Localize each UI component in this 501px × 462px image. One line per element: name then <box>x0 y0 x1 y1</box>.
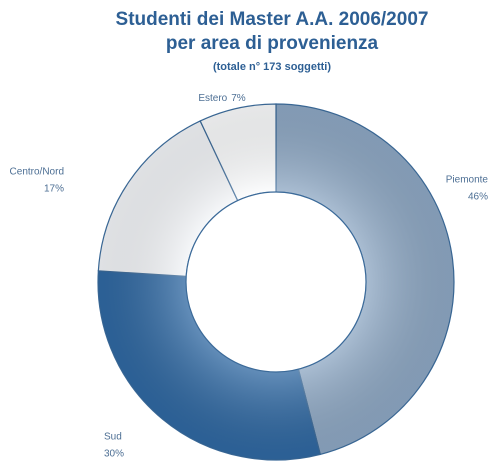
value-label: 7% <box>231 93 246 104</box>
category-label: Piemonte <box>446 175 489 186</box>
chart-title: Studenti dei Master A.A. 2006/2007 <box>116 9 429 30</box>
value-label: 17% <box>44 184 64 195</box>
value-label: 30% <box>104 449 124 460</box>
chart-title: per area di provenienza <box>166 33 379 54</box>
category-label: Sud <box>104 432 122 443</box>
category-label: Centro/Nord <box>10 167 64 178</box>
category-label: Estero <box>198 93 227 104</box>
donut-hole <box>185 191 367 373</box>
value-label: 46% <box>468 192 488 203</box>
chart-note: (totale n° 173 soggetti) <box>213 61 331 73</box>
slice-label: Estero 7% <box>198 93 245 104</box>
